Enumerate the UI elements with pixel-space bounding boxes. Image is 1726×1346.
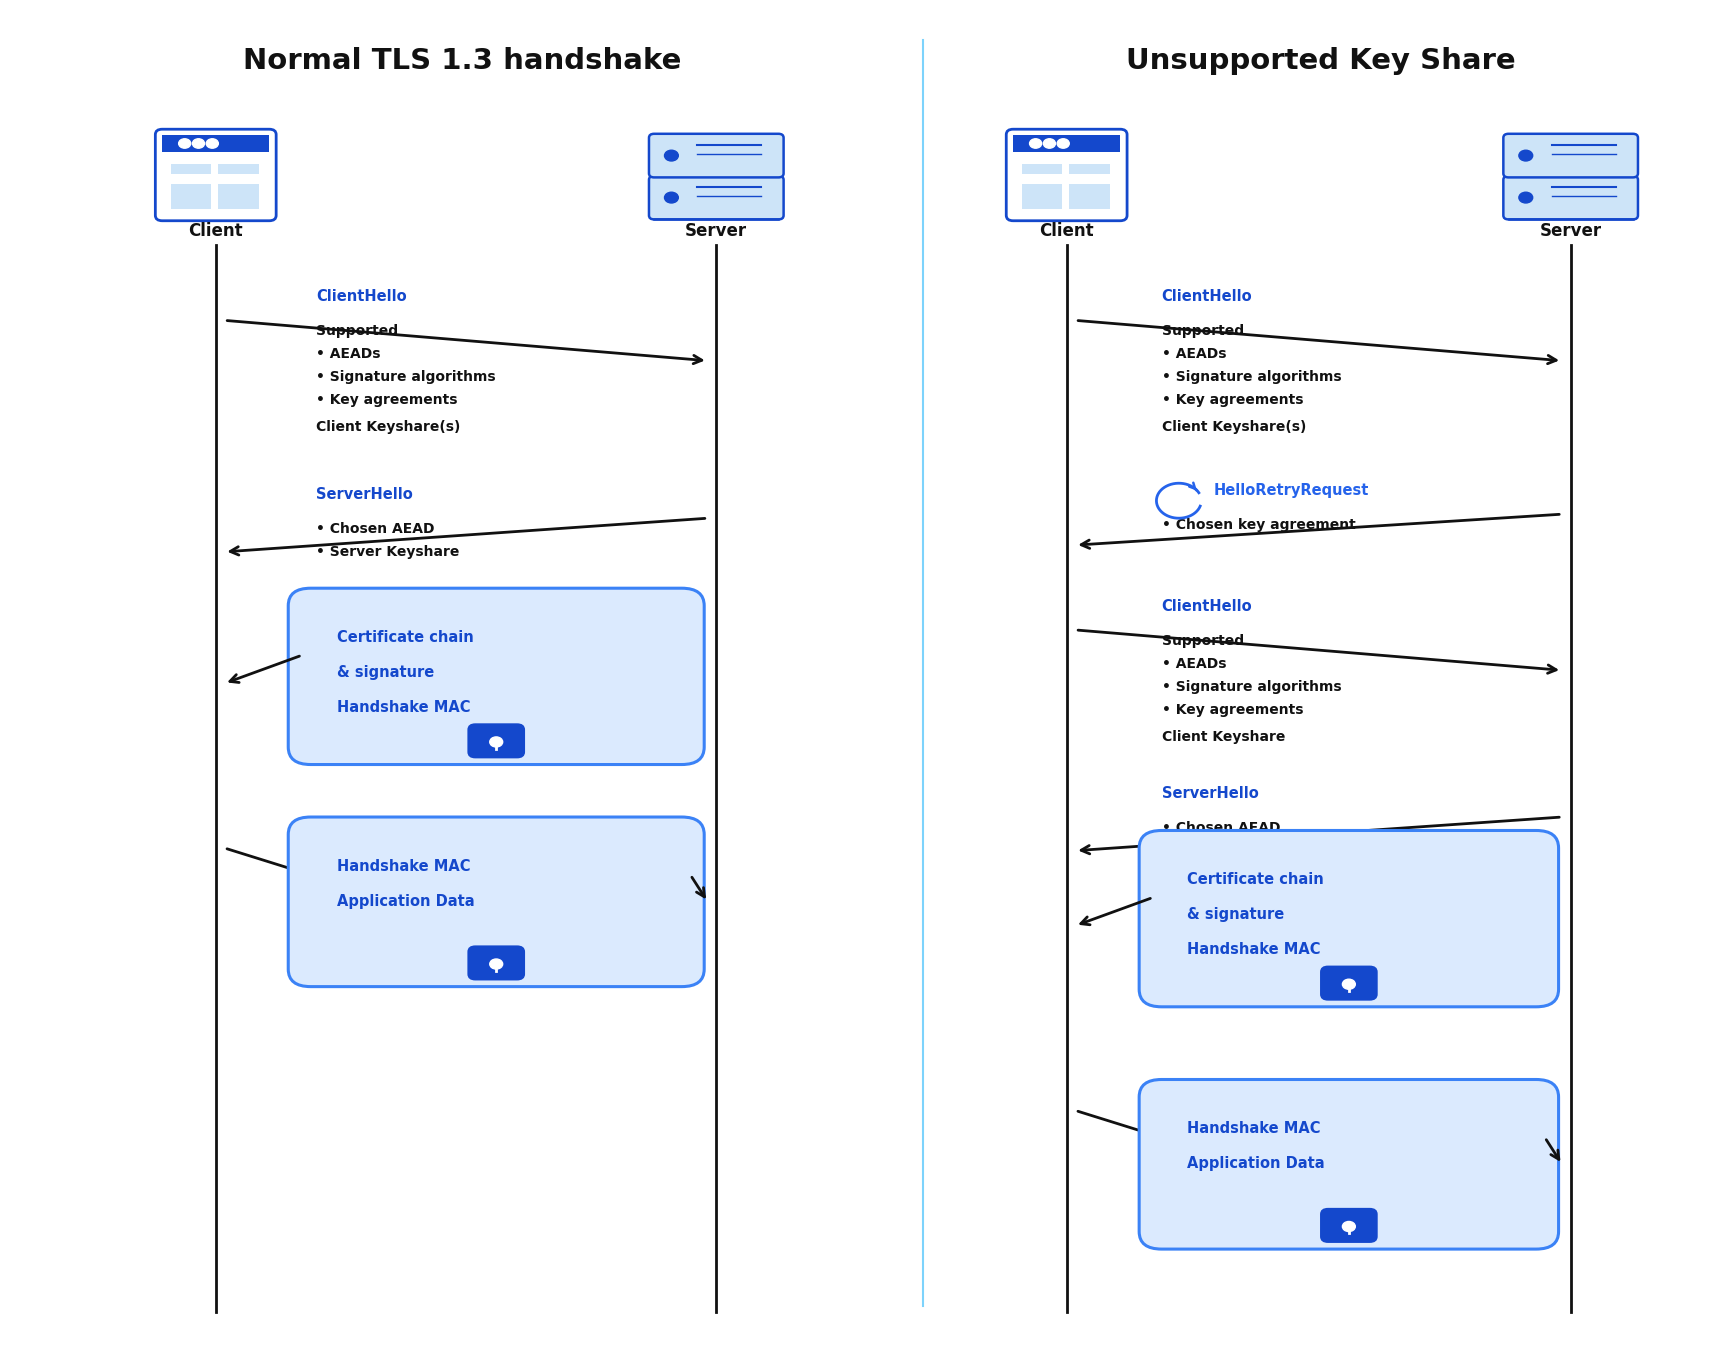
Text: Handshake MAC: Handshake MAC xyxy=(337,859,469,874)
FancyBboxPatch shape xyxy=(1068,164,1110,174)
Circle shape xyxy=(1056,139,1068,148)
Text: ClientHello: ClientHello xyxy=(1162,289,1253,304)
Text: Server: Server xyxy=(1540,222,1602,240)
Text: • Chosen AEAD: • Chosen AEAD xyxy=(1162,821,1281,835)
Circle shape xyxy=(193,139,205,148)
Circle shape xyxy=(180,139,190,148)
FancyBboxPatch shape xyxy=(1022,164,1063,174)
FancyBboxPatch shape xyxy=(162,135,269,152)
Text: Client Keyshare(s): Client Keyshare(s) xyxy=(316,420,461,433)
FancyBboxPatch shape xyxy=(1320,966,1377,1000)
FancyBboxPatch shape xyxy=(217,164,259,174)
FancyBboxPatch shape xyxy=(468,724,525,758)
Text: • Signature algorithms: • Signature algorithms xyxy=(316,370,495,384)
Text: Client: Client xyxy=(188,222,243,240)
FancyBboxPatch shape xyxy=(1503,176,1638,219)
Circle shape xyxy=(1343,1221,1355,1232)
FancyBboxPatch shape xyxy=(1503,133,1638,178)
Text: ServerHello: ServerHello xyxy=(316,487,413,502)
Circle shape xyxy=(1043,139,1055,148)
Text: • Key agreements: • Key agreements xyxy=(1162,393,1303,406)
Text: ServerHello: ServerHello xyxy=(1162,786,1258,801)
Text: & signature: & signature xyxy=(1187,907,1284,922)
Text: • AEADs: • AEADs xyxy=(1162,657,1225,670)
Text: Normal TLS 1.3 handshake: Normal TLS 1.3 handshake xyxy=(243,47,682,74)
Text: HelloRetryRequest: HelloRetryRequest xyxy=(1213,483,1369,498)
Text: Client: Client xyxy=(1039,222,1094,240)
Text: Handshake MAC: Handshake MAC xyxy=(337,700,469,715)
Text: Application Data: Application Data xyxy=(337,894,475,909)
FancyBboxPatch shape xyxy=(217,184,259,209)
Text: • Key agreements: • Key agreements xyxy=(1162,703,1303,716)
FancyBboxPatch shape xyxy=(288,817,704,987)
Text: • Server Keyshare: • Server Keyshare xyxy=(316,545,459,559)
FancyBboxPatch shape xyxy=(649,133,784,178)
FancyBboxPatch shape xyxy=(171,164,212,174)
Text: ClientHello: ClientHello xyxy=(316,289,407,304)
FancyBboxPatch shape xyxy=(288,588,704,765)
Circle shape xyxy=(1343,979,1355,989)
Circle shape xyxy=(665,192,678,203)
Circle shape xyxy=(1519,151,1533,162)
Text: Supported: Supported xyxy=(1162,634,1244,647)
Text: Handshake MAC: Handshake MAC xyxy=(1187,942,1320,957)
Circle shape xyxy=(665,151,678,162)
FancyBboxPatch shape xyxy=(155,129,276,221)
Text: Unsupported Key Share: Unsupported Key Share xyxy=(1125,47,1515,74)
Text: Supported: Supported xyxy=(316,324,399,338)
Text: • Key agreements: • Key agreements xyxy=(316,393,457,406)
Text: Certificate chain: Certificate chain xyxy=(1187,872,1324,887)
FancyBboxPatch shape xyxy=(1013,135,1120,152)
FancyBboxPatch shape xyxy=(171,184,212,209)
Text: Handshake MAC: Handshake MAC xyxy=(1187,1121,1320,1136)
Text: • Chosen key agreement: • Chosen key agreement xyxy=(1162,518,1355,532)
FancyBboxPatch shape xyxy=(1139,830,1559,1007)
FancyBboxPatch shape xyxy=(1022,184,1063,209)
Text: Server: Server xyxy=(685,222,747,240)
Text: • Server Keyshare: • Server Keyshare xyxy=(1162,844,1305,857)
FancyBboxPatch shape xyxy=(468,946,525,980)
Text: & signature: & signature xyxy=(337,665,433,680)
Circle shape xyxy=(490,736,502,747)
Text: Certificate chain: Certificate chain xyxy=(337,630,473,645)
Text: • AEADs: • AEADs xyxy=(316,347,380,361)
Circle shape xyxy=(490,958,502,969)
Circle shape xyxy=(1029,139,1041,148)
Text: Application Data: Application Data xyxy=(1187,1156,1326,1171)
Circle shape xyxy=(207,139,217,148)
FancyBboxPatch shape xyxy=(1320,1209,1377,1242)
Text: ClientHello: ClientHello xyxy=(1162,599,1253,614)
Text: Supported: Supported xyxy=(1162,324,1244,338)
FancyBboxPatch shape xyxy=(1068,184,1110,209)
FancyBboxPatch shape xyxy=(1139,1079,1559,1249)
FancyBboxPatch shape xyxy=(649,176,784,219)
Text: • Signature algorithms: • Signature algorithms xyxy=(1162,370,1341,384)
Text: • Chosen AEAD: • Chosen AEAD xyxy=(316,522,435,536)
Text: • AEADs: • AEADs xyxy=(1162,347,1225,361)
Text: Client Keyshare(s): Client Keyshare(s) xyxy=(1162,420,1307,433)
FancyBboxPatch shape xyxy=(1006,129,1127,221)
Text: Client Keyshare: Client Keyshare xyxy=(1162,730,1284,743)
Circle shape xyxy=(1519,192,1533,203)
Text: • Signature algorithms: • Signature algorithms xyxy=(1162,680,1341,693)
